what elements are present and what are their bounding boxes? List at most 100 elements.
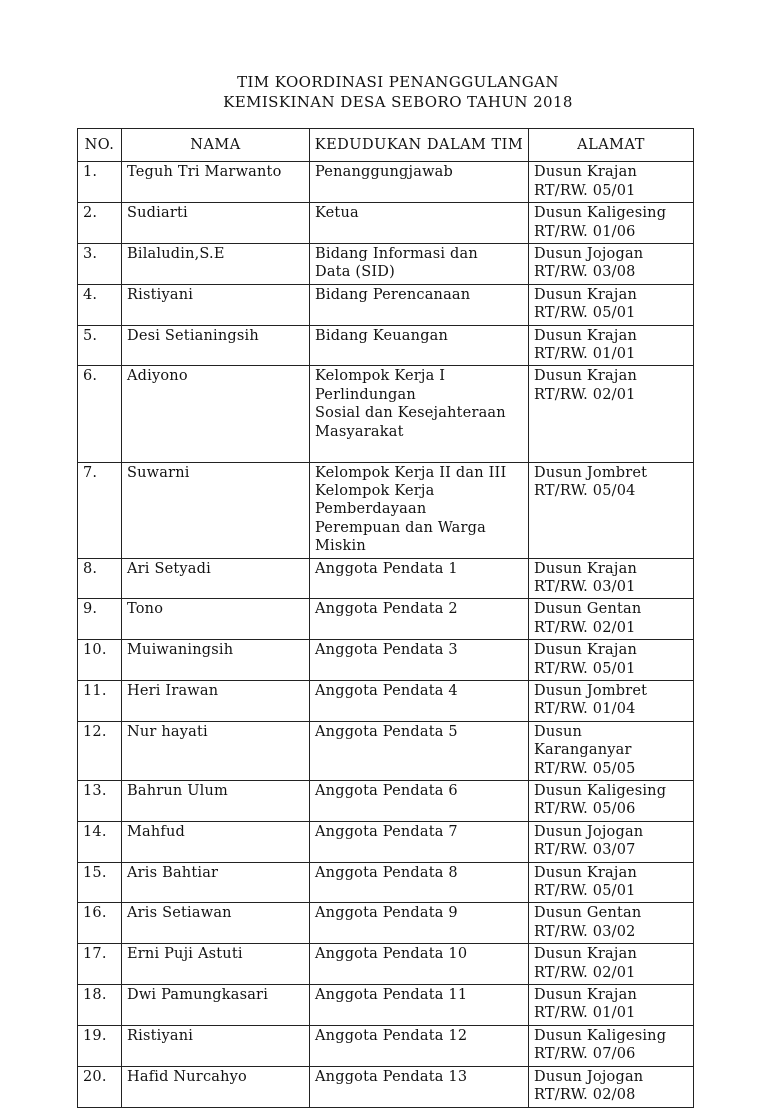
address-cell: Dusun Jojogan RT/RW. 03/07 (528, 820, 694, 863)
row-number-cell: 4. (77, 283, 122, 326)
role-cell: Anggota Pendata 11 (309, 984, 529, 1026)
table-row: 15. Aris Bahtiar Anggota Pendata 8 Dusun Kr… (77, 861, 694, 904)
row-number-cell: 19. (77, 1024, 122, 1067)
table-row: 16. Aris Setiawan Anggota Pendata 9 Dusun G… (77, 902, 694, 945)
row-number-cell: 6. (77, 365, 122, 463)
name-cell: Desi Setianingsih (121, 324, 310, 367)
address-cell: Dusun Krajan RT/RW. 05/01 (528, 861, 694, 904)
role-cell: Ketua (309, 202, 529, 245)
role-cell: Anggota Pendata 9 (309, 902, 529, 945)
document-title-line-2: KEMISKINAN DESA SEBORO TAHUN 2018 (223, 92, 573, 111)
coordination-team-table: NO. NAMA KEDUDUKAN DALAM TIM ALAMAT 1. Te… (77, 127, 694, 1108)
table-row: 10. Muiwaningsih Anggota Pendata 3 Dusun Kr… (77, 639, 694, 681)
address-cell: Dusun Krajan RT/RW. 03/01 (528, 557, 694, 600)
role-cell: Penanggungjawab (309, 161, 529, 204)
address-cell: Dusun Kaligesing RT/RW. 05/06 (528, 780, 694, 822)
name-cell: Ristiyani (121, 1024, 310, 1067)
table-row: 4. Ristiyani Bidang Perencanaan Dusun Kraja… (77, 283, 694, 326)
column-header-no: NO. (77, 127, 122, 163)
row-number-cell: 10. (77, 639, 122, 681)
column-header-alamat: ALAMAT (528, 127, 694, 163)
name-cell: Ristiyani (121, 283, 310, 326)
row-number-cell: 9. (77, 598, 122, 641)
table-row: 3. Bilaludin,S.E Bidang Informasi dan Data… (77, 243, 694, 285)
name-cell: Adiyono (121, 365, 310, 463)
role-cell: Anggota Pendata 6 (309, 780, 529, 822)
table-row: 14. Mahfud Anggota Pendata 7 Dusun Jojogan … (77, 820, 694, 863)
table-body: 1. Teguh Tri Marwanto Penanggungjawab Dusun… (77, 161, 694, 1108)
row-number-cell: 11. (77, 679, 122, 722)
table-row: 2. Sudiarti Ketua Dusun Kaligesing RT/RW. 0… (77, 202, 694, 245)
name-cell: Muiwaningsih (121, 639, 310, 681)
name-cell: Teguh Tri Marwanto (121, 161, 310, 204)
table-row: 19. Ristiyani Anggota Pendata 12 Dusun Kali… (77, 1024, 694, 1067)
row-number-cell: 16. (77, 902, 122, 945)
role-cell: Bidang Perencanaan (309, 283, 529, 326)
role-cell: Anggota Pendata 7 (309, 820, 529, 863)
name-cell: Aris Setiawan (121, 902, 310, 945)
role-cell: Bidang Informasi dan Data (SID) (309, 243, 529, 285)
role-cell: Anggota Pendata 8 (309, 861, 529, 904)
name-cell: Suwarni (121, 461, 310, 559)
table-row: 11. Heri Irawan Anggota Pendata 4 Dusun Jom… (77, 679, 694, 722)
address-cell: Dusun Krajan RT/RW. 05/01 (528, 161, 694, 204)
name-cell: Dwi Pamungkasari (121, 984, 310, 1026)
name-cell: Nur hayati (121, 720, 310, 782)
role-cell: Kelompok Kerja I Perlindungan Sosial dan… (309, 365, 529, 463)
column-header-kedudukan: KEDUDUKAN DALAM TIM (309, 127, 529, 163)
table-row: 8. Ari Setyadi Anggota Pendata 1 Dusun Kraj… (77, 557, 694, 600)
name-cell: Sudiarti (121, 202, 310, 245)
address-cell: Dusun Gentan RT/RW. 03/02 (528, 902, 694, 945)
row-number-cell: 12. (77, 720, 122, 782)
address-cell: Dusun Krajan RT/RW. 05/01 (528, 639, 694, 681)
role-cell: Bidang Keuangan (309, 324, 529, 367)
table-row: 1. Teguh Tri Marwanto Penanggungjawab Dusun… (77, 161, 694, 204)
name-cell: Heri Irawan (121, 679, 310, 722)
table-row: 5. Desi Setianingsih Bidang Keuangan Dusun … (77, 324, 694, 367)
table-header-row: NO. NAMA KEDUDUKAN DALAM TIM ALAMAT (77, 127, 694, 163)
document-title-line-1: TIM KOORDINASI PENANGGULANGAN (237, 73, 559, 91)
address-cell: Dusun Krajan RT/RW. 01/01 (528, 984, 694, 1026)
row-number-cell: 13. (77, 780, 122, 822)
address-cell: Dusun Karanganyar RT/RW. 05/05 (528, 720, 694, 782)
table-row: 13. Bahrun Ulum Anggota Pendata 6 Dusun Kal… (77, 780, 694, 822)
address-cell: Dusun Krajan RT/RW. 05/01 (528, 283, 694, 326)
name-cell: Bahrun Ulum (121, 780, 310, 822)
name-cell: Ari Setyadi (121, 557, 310, 600)
address-cell: Dusun Jombret RT/RW. 01/04 (528, 679, 694, 722)
table-row: 6. Adiyono Kelompok Kerja I Perlindungan S… (77, 365, 694, 463)
row-number-cell: 5. (77, 324, 122, 367)
role-cell: Anggota Pendata 5 (309, 720, 529, 782)
address-cell: Dusun Jombret RT/RW. 05/04 (528, 461, 694, 559)
name-cell: Mahfud (121, 820, 310, 863)
row-number-cell: 17. (77, 943, 122, 986)
row-number-cell: 15. (77, 861, 122, 904)
address-cell: Dusun Krajan RT/RW. 02/01 (528, 365, 694, 463)
address-cell: Dusun Gentan RT/RW. 02/01 (528, 598, 694, 641)
row-number-cell: 1. (77, 161, 122, 204)
table-row: 9. Tono Anggota Pendata 2 Dusun Gentan RT/R… (77, 598, 694, 641)
role-cell: Kelompok Kerja II dan III Kelompok Kerja… (309, 461, 529, 559)
table-row: 12. Nur hayati Anggota Pendata 5 Dusun Kara… (77, 720, 694, 782)
address-cell: Dusun Jojogan RT/RW. 03/08 (528, 243, 694, 285)
row-number-cell: 14. (77, 820, 122, 863)
address-cell: Dusun Krajan RT/RW. 01/01 (528, 324, 694, 367)
role-cell: Anggota Pendata 3 (309, 639, 529, 681)
role-cell: Anggota Pendata 12 (309, 1024, 529, 1067)
address-cell: Dusun Kaligesing RT/RW. 01/06 (528, 202, 694, 245)
table-row: 17. Erni Puji Astuti Anggota Pendata 10 Dus… (77, 943, 694, 986)
address-cell: Dusun Kaligesing RT/RW. 07/06 (528, 1024, 694, 1067)
address-cell: Dusun Krajan RT/RW. 02/01 (528, 943, 694, 986)
column-header-nama: NAMA (121, 127, 310, 163)
name-cell: Aris Bahtiar (121, 861, 310, 904)
role-cell: Anggota Pendata 10 (309, 943, 529, 986)
table-row: 18. Dwi Pamungkasari Anggota Pendata 11 Dus… (77, 984, 694, 1026)
name-cell: Erni Puji Astuti (121, 943, 310, 986)
row-number-cell: 7. (77, 461, 122, 559)
role-cell: Anggota Pendata 4 (309, 679, 529, 722)
row-number-cell: 2. (77, 202, 122, 245)
table-row: 7. Suwarni Kelompok Kerja II dan III Kelom… (77, 461, 694, 559)
row-number-cell: 18. (77, 984, 122, 1026)
role-cell: Anggota Pendata 1 (309, 557, 529, 600)
